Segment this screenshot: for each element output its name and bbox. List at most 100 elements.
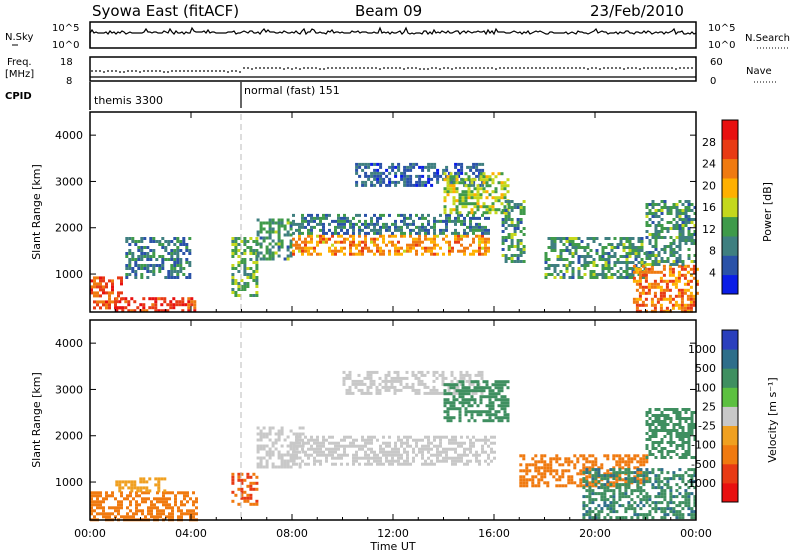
echo-cell-11: [689, 267, 693, 271]
echo-cell-8: [588, 495, 592, 499]
echo-cell-0: [156, 515, 159, 519]
echo-cell-8: [636, 504, 640, 508]
echo-cell-6: [322, 213, 325, 217]
echo-cell-6: [485, 413, 489, 417]
echo-cell-9: [690, 420, 694, 423]
echo-cell-12: [681, 233, 685, 236]
echo-cell-8: [594, 477, 598, 481]
echo-cell-7: [367, 162, 371, 166]
echo-cell-7: [364, 174, 368, 178]
echo-cell-6: [449, 407, 453, 411]
echo-cell-4: [493, 441, 496, 445]
echo-cell-4: [325, 447, 328, 451]
echo-cell-7: [355, 171, 359, 175]
echo-cell-8: [654, 510, 658, 514]
echo-cell-2: [173, 267, 177, 270]
echo-cell-8: [488, 184, 492, 188]
echo-cell-11: [692, 294, 696, 298]
echo-cell-8: [482, 202, 486, 206]
echo-cell-2: [170, 270, 174, 273]
echo-cell-2: [176, 252, 180, 255]
echo-cell-5: [382, 252, 385, 256]
echo-cell-6: [319, 222, 322, 226]
echo-cell-4: [346, 435, 349, 439]
power-cbar-tick-20: 20: [702, 179, 716, 192]
echo-cell-8: [494, 208, 498, 212]
echo-cell-3: [243, 273, 247, 276]
echo-cell-10: [565, 237, 569, 240]
echo-cell-2: [182, 273, 186, 276]
echo-cell-7: [415, 180, 419, 184]
echo-cell-0: [150, 515, 153, 519]
echo-cell-12: [684, 218, 688, 221]
echo-cell-2: [125, 264, 129, 267]
echo-cell-10: [628, 261, 632, 264]
echo-cell-7: [549, 472, 553, 476]
echo-cell-4: [349, 444, 352, 448]
echo-cell-5: [417, 388, 421, 392]
echo-cell-1: [154, 306, 158, 310]
echo-cell-5: [430, 249, 433, 253]
echo-cell-11: [656, 282, 660, 286]
echo-cell-8: [461, 190, 465, 194]
cpid-strip: CPID themis 3300 normal (fast) 151: [5, 82, 340, 110]
echo-cell-1: [154, 297, 158, 301]
echo-cell-10: [622, 246, 626, 249]
echo-cell-5: [393, 388, 397, 392]
echo-cell-10: [589, 273, 593, 276]
echo-cell-2: [125, 255, 129, 258]
echo-cell-2: [146, 276, 150, 279]
echo-cell-9: [501, 239, 505, 242]
echo-cell-4: [388, 450, 391, 454]
echo-cell-4: [472, 444, 475, 448]
echo-cell-6: [421, 222, 424, 226]
echo-cell-0: [186, 494, 189, 498]
echo-cell-2: [128, 261, 132, 264]
echo-cell-2: [185, 243, 189, 246]
power-cbar-tick-28: 28: [702, 136, 716, 149]
echo-cell-1: [190, 297, 194, 301]
echo-cell-8: [654, 477, 658, 481]
echo-cell-0: [192, 515, 195, 519]
echo-cell-2: [158, 243, 162, 246]
echo-cell-12: [678, 257, 682, 260]
echo-cell-6: [469, 225, 472, 229]
echo-cell-9: [684, 450, 688, 453]
echo-cell-5: [369, 379, 373, 383]
echo-cell-7: [537, 469, 541, 473]
echo-cell-0: [108, 294, 111, 298]
echo-cell-2: [179, 249, 183, 252]
echo-cell-0: [168, 503, 171, 507]
echo-cell-2: [146, 246, 150, 249]
echo-cell-12: [654, 239, 658, 242]
echo-cell-2: [125, 273, 129, 276]
echo-cell-7: [573, 466, 577, 470]
echo-cell-4: [409, 462, 412, 466]
echo-cell-9: [672, 411, 676, 414]
echo-cell-8: [585, 504, 589, 508]
echo-cell-10: [589, 249, 593, 252]
echo-cell-4: [271, 251, 275, 255]
echo-cell-8: [687, 495, 691, 499]
echo-cell-0: [180, 491, 183, 495]
echo-cell-0: [114, 515, 117, 519]
echo-cell-4: [358, 456, 361, 460]
echo-cell-4: [331, 435, 334, 439]
echo-cell-2: [167, 258, 171, 261]
echo-cell-9: [666, 423, 670, 426]
echo-cell-6: [446, 416, 450, 420]
echo-cell-12: [693, 206, 697, 209]
echo-cell-4: [295, 462, 298, 466]
echo-cell-6: [449, 386, 453, 390]
echo-cell-5: [292, 252, 295, 256]
echo-cell-12: [654, 248, 658, 251]
echo-cell-7: [537, 460, 541, 464]
vel-cbar-tick-0: 1000: [688, 343, 716, 356]
echo-cell-5: [346, 237, 349, 241]
echo-cell-6: [449, 401, 453, 405]
echo-cell-10: [559, 249, 563, 252]
echo-cell-10: [589, 255, 593, 258]
echo-cell-3: [240, 252, 244, 255]
echo-cell-2: [231, 481, 235, 485]
echo-cell-9: [519, 260, 523, 263]
